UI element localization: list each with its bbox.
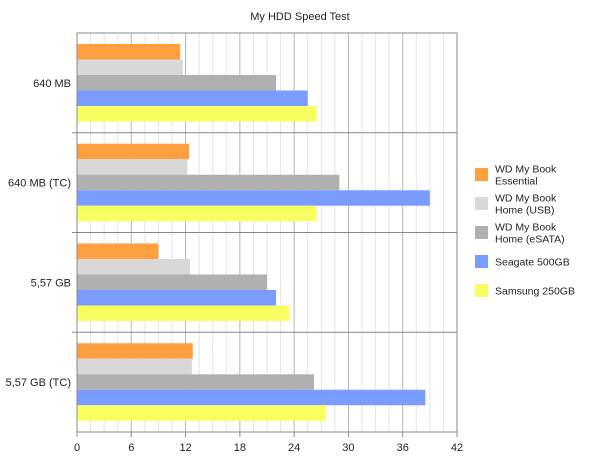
bar-series-3-cat-1 [77,190,430,206]
bar-series-3-cat-0 [77,90,308,106]
plot-frame [72,32,458,433]
bar-series-1-cat-1 [77,159,188,175]
bar-series-2-cat-1 [77,174,340,191]
bar-series-0-cat-2 [77,243,159,259]
legend-item: Seagate 500GB [475,255,570,269]
bar-series-2-cat-3 [77,374,315,390]
bar-series-1-cat-2 [77,259,191,275]
legend-label: Samsung 250GB [495,286,575,298]
legend-swatch [475,284,488,297]
legend-label: Seagate 500GB [495,257,570,269]
bars [77,44,430,421]
bar-series-2-cat-0 [77,75,277,91]
legend-swatch [475,255,488,268]
bar-series-4-cat-0 [77,106,317,122]
category-label: 640 MB [33,78,71,90]
bar-series-4-cat-2 [77,305,290,321]
category-label: 5,57 GB [31,277,71,289]
chart-title: My HDD Speed Test [250,11,349,23]
legend-label: Home (eSATA) [495,234,565,246]
x-tick-label: 12 [179,442,191,454]
x-tick-label: 24 [288,442,300,454]
x-tick-label: 30 [342,442,354,454]
x-tick-label: 42 [451,442,463,454]
bar-series-0-cat-3 [77,343,193,359]
category-label: 5,57 GB (TC) [6,377,71,389]
x-axis-ticks: 0 6 12 18 24 30 36 42 [74,432,463,454]
bar-series-3-cat-3 [77,389,426,406]
bar-series-3-cat-2 [77,290,277,306]
bar-series-1-cat-0 [77,59,183,75]
bar-series-2-cat-2 [77,274,267,290]
bar-series-4-cat-1 [77,205,317,222]
legend-item: Samsung 250GB [475,284,575,298]
legend-label: WD My Book [495,222,557,234]
x-tick-label: 6 [128,442,134,454]
legend-swatch [475,197,488,210]
x-tick-label: 0 [74,442,80,454]
legend-label: Home (USB) [495,205,555,217]
category-labels: 640 MB 640 MB (TC) 5,57 GB 5,57 GB (TC) [6,78,71,389]
legend-label: WD My Book [495,164,557,176]
bar-series-1-cat-3 [77,358,192,375]
legend-swatch [475,226,488,239]
legend-label: Essential [495,176,538,188]
legend-swatch [475,168,488,181]
category-label: 640 MB (TC) [8,178,71,190]
x-tick-label: 18 [234,442,246,454]
bar-series-0-cat-1 [77,143,190,160]
x-tick-label: 36 [397,442,409,454]
legend-label: WD My Book [495,193,557,205]
bar-series-0-cat-0 [77,44,181,60]
bar-series-4-cat-3 [77,405,326,421]
